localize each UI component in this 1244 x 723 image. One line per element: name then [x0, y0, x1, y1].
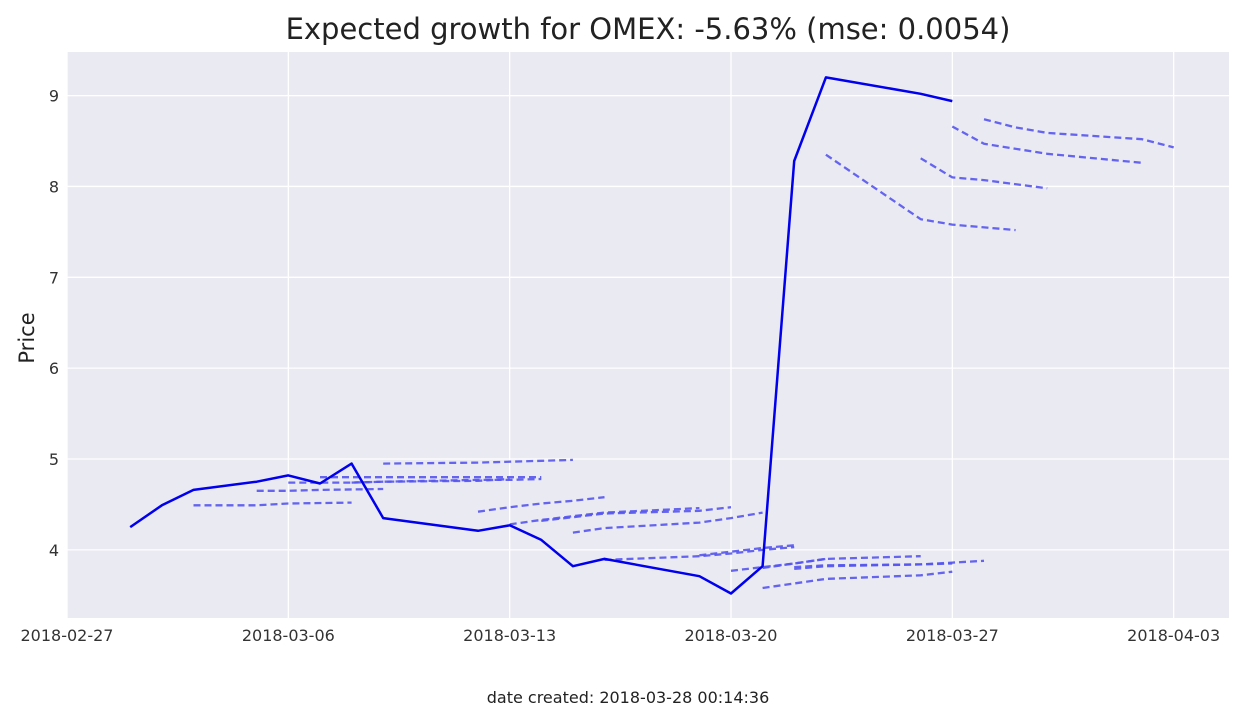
forecast-line — [951, 125, 1143, 164]
y-tick-label: 8 — [49, 177, 59, 196]
forecast-line — [762, 555, 921, 570]
y-tick-label: 9 — [49, 87, 59, 106]
forecast-line — [983, 118, 1174, 149]
y-tick-label: 4 — [49, 541, 59, 560]
y-tick-label: 6 — [49, 359, 59, 378]
y-tick-label: 7 — [49, 268, 59, 287]
forecast-line — [256, 487, 384, 492]
forecast-line — [193, 501, 352, 507]
x-tick-label: 2018-03-27 — [906, 626, 999, 645]
y-tick-label: 5 — [49, 450, 59, 469]
forecast-line — [509, 506, 700, 526]
forecast-line — [604, 545, 795, 562]
forecast-line — [825, 153, 1016, 232]
forecast-line — [383, 458, 573, 465]
y-tick-labels: 4 5 6 7 8 9 — [49, 87, 59, 560]
x-tick-label: 2018-04-03 — [1127, 626, 1220, 645]
plot-area — [67, 52, 1229, 618]
forecast-line — [920, 157, 1048, 190]
x-tick-label: 2018-02-27 — [21, 626, 114, 645]
y-axis-label: Price — [15, 312, 39, 363]
x-tick-labels: 2018-02-27 2018-03-06 2018-03-13 2018-03-20… — [21, 626, 1221, 645]
forecast-line — [699, 544, 795, 557]
series-layer — [129, 76, 1174, 595]
x-tick-label: 2018-03-06 — [242, 626, 335, 645]
x-tick-label: 2018-03-13 — [463, 626, 556, 645]
actual-price-line — [129, 76, 953, 595]
forecast-line — [541, 506, 732, 522]
date-created-footer: date created: 2018-03-28 00:14:36 — [487, 688, 770, 707]
forecast-line — [572, 511, 763, 534]
forecast-line — [794, 559, 985, 571]
chart-title: Expected growth for OMEX: -5.63% (mse: 0… — [286, 12, 1011, 46]
x-tick-label: 2018-03-20 — [685, 626, 778, 645]
forecast-line — [762, 570, 953, 590]
forecast-line — [351, 477, 542, 484]
